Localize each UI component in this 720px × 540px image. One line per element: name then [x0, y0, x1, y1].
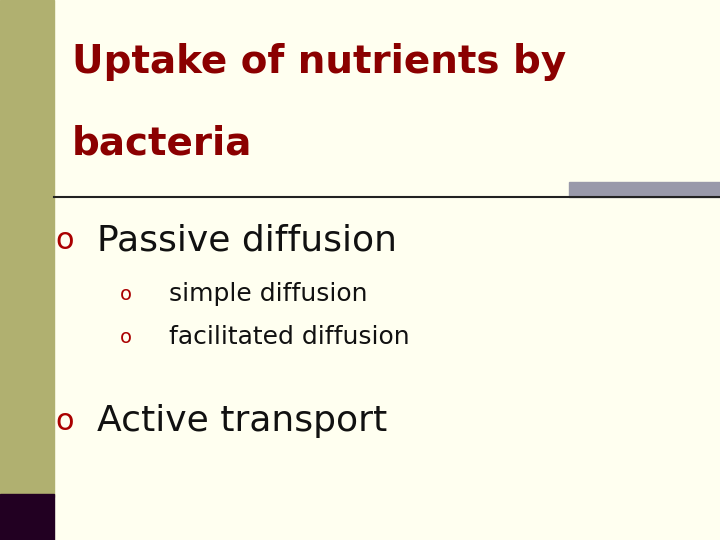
Bar: [0, 494, 54, 540]
Bar: [0, 0, 54, 497]
Bar: [569, 182, 720, 197]
Text: simple diffusion: simple diffusion: [169, 282, 368, 306]
Text: Uptake of nutrients by: Uptake of nutrients by: [72, 43, 566, 81]
Text: o: o: [120, 285, 132, 304]
Text: facilitated diffusion: facilitated diffusion: [169, 326, 410, 349]
Text: o: o: [55, 226, 74, 255]
Text: Active transport: Active transport: [97, 404, 387, 438]
Text: bacteria: bacteria: [72, 124, 253, 162]
Text: o: o: [120, 328, 132, 347]
Text: Passive diffusion: Passive diffusion: [97, 224, 397, 257]
Text: o: o: [55, 407, 74, 436]
